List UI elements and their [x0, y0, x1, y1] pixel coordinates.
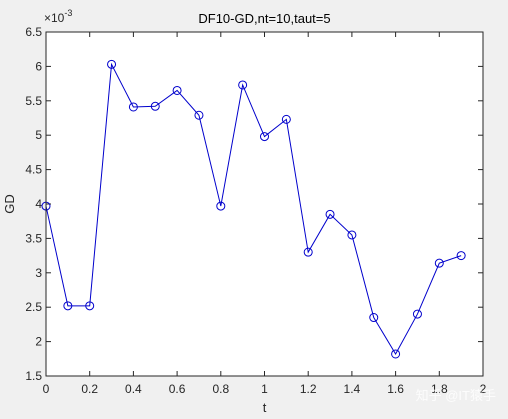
y-tick-label: 6.5 [25, 25, 42, 39]
data-point-marker [238, 80, 248, 90]
watermark-text: 知乎 @IT猿手 [416, 388, 496, 403]
y-tick-label: 6 [35, 59, 42, 73]
data-point-marker [412, 309, 422, 319]
x-tick-label: 0.6 [169, 382, 186, 396]
data-point-marker [303, 247, 313, 257]
y-tick-label: 2.5 [25, 300, 42, 314]
x-tick-label: 1.6 [387, 382, 404, 396]
data-point-marker [456, 251, 466, 261]
x-axis-title: t [263, 400, 267, 415]
data-point-marker [85, 301, 95, 311]
axes-background [46, 32, 483, 376]
data-point-marker [63, 301, 73, 311]
y-tick-label: 4 [35, 197, 42, 211]
data-point-marker [391, 349, 401, 359]
data-point-marker [216, 201, 226, 211]
y-axis-title: GD [2, 194, 17, 214]
y-tick-label: 5 [35, 128, 42, 142]
y-axis-exponent: ×10-3 [44, 8, 72, 25]
y-tick-label: 3.5 [25, 231, 42, 245]
series-layer [41, 59, 466, 359]
y-tick-label: 3 [35, 266, 42, 280]
y-axis-exponent-power: -3 [64, 8, 72, 18]
data-point-marker [281, 114, 291, 124]
x-tick-label: 0.8 [212, 382, 229, 396]
data-point-marker [150, 101, 160, 111]
data-point-marker [172, 85, 182, 95]
x-tick-label: 1.8 [431, 382, 448, 396]
data-point-marker [369, 313, 379, 323]
ticks-layer: 0 0.2 0.4 0.6 0.8 1 1.2 1.4 1.6 1.8 2 1.5 2 2.5 3 3.5 4 4… [25, 25, 486, 396]
y-tick-label: 1.5 [25, 369, 42, 383]
x-tick-label: 1 [261, 382, 268, 396]
y-tick-label: 4.5 [25, 163, 42, 177]
y-tick-label: 5.5 [25, 94, 42, 108]
x-tick-label: 2 [480, 382, 487, 396]
axes-box [45, 31, 484, 377]
data-point-marker [347, 230, 357, 240]
x-tick-label: 0 [43, 382, 50, 396]
data-point-marker [434, 258, 444, 268]
data-point-marker [128, 102, 138, 112]
x-tick-label: 1.2 [300, 382, 317, 396]
x-tick-label: 0.4 [125, 382, 142, 396]
y-axis-exponent-base: ×10 [44, 11, 65, 25]
chart-title: DF10-GD,nt=10,taut=5 [198, 11, 330, 26]
x-tick-label: 0.2 [81, 382, 98, 396]
x-tick-label: 1.4 [344, 382, 361, 396]
data-point-marker [194, 110, 204, 120]
data-point-marker [107, 59, 117, 69]
y-tick-label: 2 [35, 335, 42, 349]
data-point-marker [325, 209, 335, 219]
data-point-marker [260, 132, 269, 142]
series-line [45, 62, 462, 355]
